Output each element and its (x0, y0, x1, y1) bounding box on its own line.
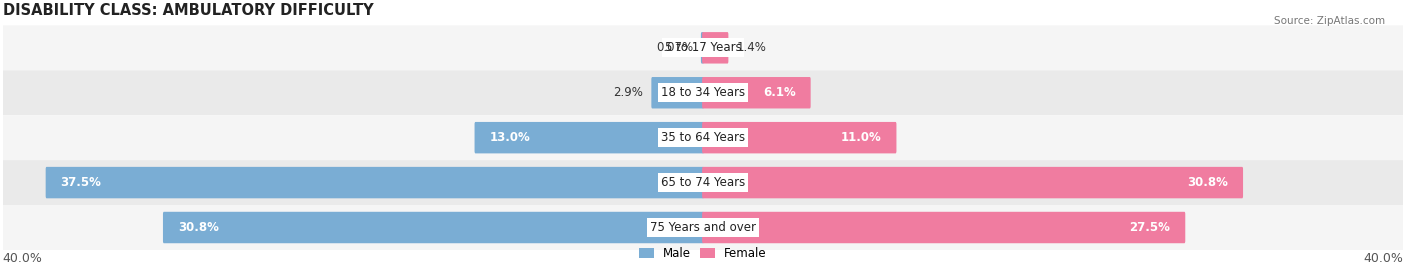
Text: 27.5%: 27.5% (1129, 221, 1170, 234)
Text: 30.8%: 30.8% (177, 221, 219, 234)
FancyBboxPatch shape (3, 70, 1403, 115)
FancyBboxPatch shape (163, 212, 704, 243)
Text: 65 to 74 Years: 65 to 74 Years (661, 176, 745, 189)
FancyBboxPatch shape (702, 212, 1185, 243)
Text: 75 Years and over: 75 Years and over (650, 221, 756, 234)
Text: 40.0%: 40.0% (3, 252, 42, 265)
Text: 30.8%: 30.8% (1187, 176, 1229, 189)
Text: 35 to 64 Years: 35 to 64 Years (661, 131, 745, 144)
FancyBboxPatch shape (475, 122, 704, 153)
Text: 37.5%: 37.5% (60, 176, 101, 189)
Text: DISABILITY CLASS: AMBULATORY DIFFICULTY: DISABILITY CLASS: AMBULATORY DIFFICULTY (3, 3, 374, 18)
Text: 5 to 17 Years: 5 to 17 Years (665, 41, 741, 54)
FancyBboxPatch shape (45, 167, 704, 198)
Text: Source: ZipAtlas.com: Source: ZipAtlas.com (1274, 16, 1385, 26)
FancyBboxPatch shape (702, 32, 728, 64)
FancyBboxPatch shape (702, 122, 897, 153)
Text: 11.0%: 11.0% (841, 131, 882, 144)
Text: 1.4%: 1.4% (737, 41, 766, 54)
Text: 40.0%: 40.0% (1364, 252, 1403, 265)
Text: 18 to 34 Years: 18 to 34 Years (661, 86, 745, 99)
FancyBboxPatch shape (3, 115, 1403, 160)
Text: 6.1%: 6.1% (763, 86, 796, 99)
Text: 2.9%: 2.9% (613, 86, 644, 99)
Text: 13.0%: 13.0% (489, 131, 530, 144)
FancyBboxPatch shape (3, 205, 1403, 250)
FancyBboxPatch shape (702, 167, 1243, 198)
FancyBboxPatch shape (702, 32, 704, 64)
FancyBboxPatch shape (3, 25, 1403, 70)
FancyBboxPatch shape (651, 77, 704, 109)
FancyBboxPatch shape (3, 160, 1403, 205)
Text: 0.07%: 0.07% (655, 41, 693, 54)
FancyBboxPatch shape (702, 77, 811, 109)
Legend: Male, Female: Male, Female (634, 242, 772, 265)
